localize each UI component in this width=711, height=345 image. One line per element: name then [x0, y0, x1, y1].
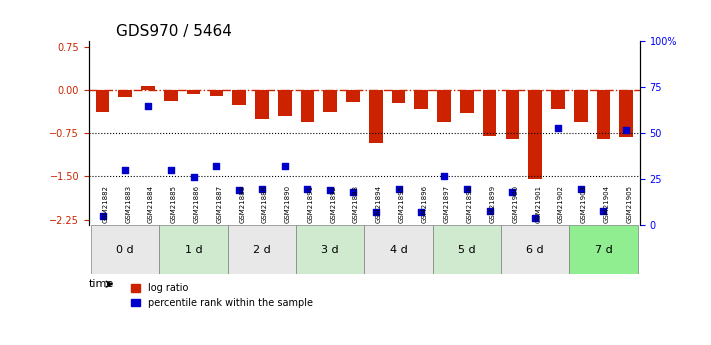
Bar	[415, 90, 428, 109]
Bar	[346, 90, 360, 102]
Text: 5 d: 5 d	[458, 245, 476, 255]
Bar	[437, 90, 451, 122]
FancyBboxPatch shape	[570, 225, 638, 274]
Point	[324, 188, 336, 193]
Point	[119, 167, 131, 173]
Bar	[255, 90, 269, 119]
Text: GSM21896: GSM21896	[422, 185, 427, 223]
Text: 7 d: 7 d	[594, 245, 612, 255]
Point	[598, 208, 609, 213]
Text: GSM21900: GSM21900	[513, 185, 518, 223]
Point	[210, 164, 222, 169]
Bar	[164, 90, 178, 101]
Bar	[301, 90, 314, 122]
Bar	[278, 90, 292, 116]
Bar	[528, 90, 542, 179]
Point	[301, 186, 313, 191]
Point	[279, 164, 290, 169]
Point	[507, 189, 518, 195]
Text: GSM21898: GSM21898	[467, 185, 473, 223]
Text: 6 d: 6 d	[526, 245, 544, 255]
Text: GSM21897: GSM21897	[444, 185, 450, 223]
Point	[97, 213, 108, 219]
Point	[461, 186, 473, 191]
Point	[370, 210, 382, 215]
Point	[552, 125, 564, 131]
Point	[256, 186, 267, 191]
Text: 0 d: 0 d	[117, 245, 134, 255]
Point	[393, 186, 405, 191]
FancyBboxPatch shape	[91, 225, 159, 274]
Text: GSM21892: GSM21892	[330, 185, 336, 223]
FancyBboxPatch shape	[159, 225, 228, 274]
Text: GSM21891: GSM21891	[307, 185, 314, 223]
Text: GSM21889: GSM21889	[262, 185, 268, 223]
Text: 3 d: 3 d	[321, 245, 339, 255]
Bar	[597, 90, 610, 139]
Bar	[96, 90, 109, 112]
FancyBboxPatch shape	[501, 225, 570, 274]
Text: time: time	[89, 279, 114, 289]
FancyBboxPatch shape	[228, 225, 296, 274]
Text: GSM21904: GSM21904	[604, 185, 609, 223]
Bar	[369, 90, 383, 143]
Point	[347, 189, 358, 195]
Text: GSM21893: GSM21893	[353, 185, 359, 223]
Point	[165, 167, 176, 173]
Point	[188, 175, 199, 180]
Text: GSM21899: GSM21899	[490, 185, 496, 223]
Bar	[141, 86, 155, 90]
Bar	[324, 90, 337, 112]
Text: 2 d: 2 d	[253, 245, 271, 255]
Bar	[574, 90, 587, 122]
Point	[439, 173, 450, 178]
Text: GSM21886: GSM21886	[193, 185, 200, 223]
Text: GSM21887: GSM21887	[216, 185, 223, 223]
Legend: log ratio, percentile rank within the sample: log ratio, percentile rank within the sa…	[127, 279, 317, 312]
FancyBboxPatch shape	[296, 225, 364, 274]
Point	[484, 208, 496, 213]
Bar	[187, 90, 201, 94]
Point	[575, 186, 587, 191]
Bar	[460, 90, 474, 113]
Text: GSM21894: GSM21894	[376, 185, 382, 223]
Bar	[506, 90, 519, 139]
Bar	[483, 90, 496, 136]
Text: GSM21902: GSM21902	[558, 185, 564, 223]
Text: GSM21885: GSM21885	[171, 185, 177, 223]
Point	[416, 210, 427, 215]
Text: GSM21895: GSM21895	[399, 185, 405, 223]
Text: GSM21884: GSM21884	[148, 185, 154, 223]
Point	[233, 188, 245, 193]
Bar	[232, 90, 246, 105]
FancyBboxPatch shape	[433, 225, 501, 274]
Bar	[119, 90, 132, 97]
Text: GSM21882: GSM21882	[102, 185, 109, 223]
Text: 1 d: 1 d	[185, 245, 203, 255]
Bar	[392, 90, 405, 103]
Bar	[210, 90, 223, 96]
Text: GSM21903: GSM21903	[581, 185, 587, 223]
Text: 4 d: 4 d	[390, 245, 407, 255]
Bar	[619, 90, 633, 137]
Text: GSM21888: GSM21888	[239, 185, 245, 223]
Point	[621, 127, 632, 132]
Text: GSM21901: GSM21901	[535, 185, 541, 223]
Text: GDS970 / 5464: GDS970 / 5464	[117, 24, 232, 39]
Text: GSM21890: GSM21890	[284, 185, 291, 223]
Text: GSM21883: GSM21883	[125, 185, 132, 223]
Bar	[551, 90, 565, 109]
Point	[142, 103, 154, 109]
Text: GSM21905: GSM21905	[626, 185, 632, 223]
Point	[530, 215, 541, 221]
FancyBboxPatch shape	[364, 225, 433, 274]
